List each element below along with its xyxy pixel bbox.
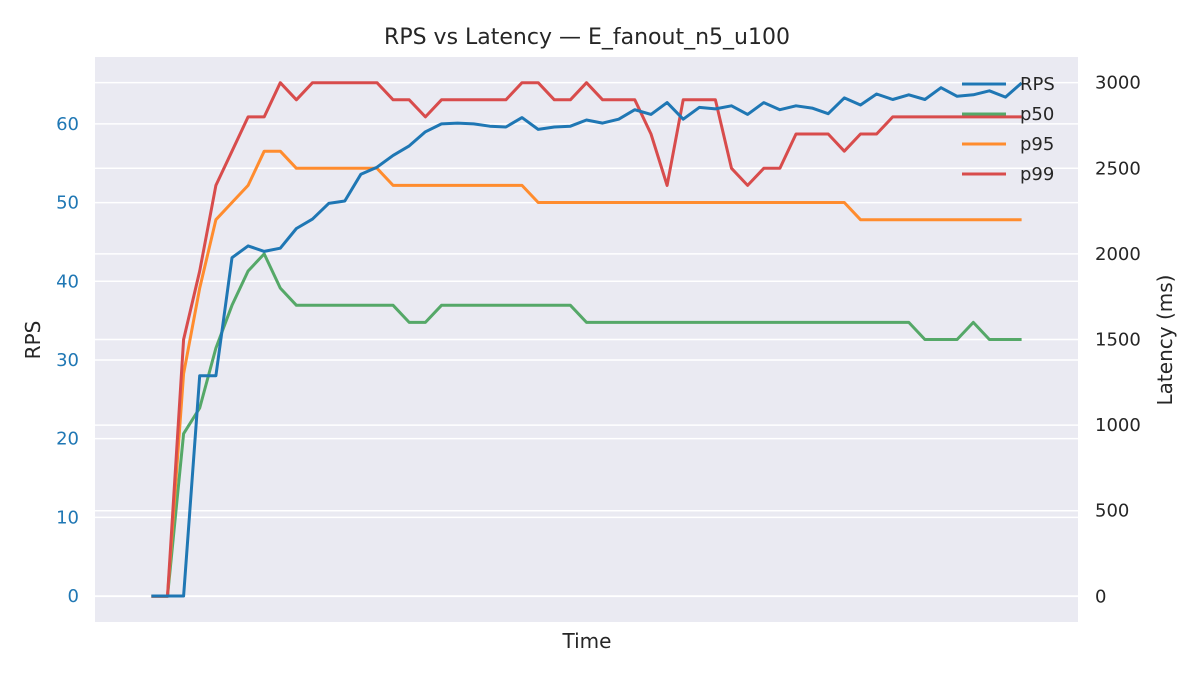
series-line-rps bbox=[151, 81, 1023, 598]
series-line-p95 bbox=[151, 149, 1022, 598]
series-line-p99 bbox=[151, 81, 1022, 598]
legend-label-p99: p99 bbox=[1020, 164, 1054, 185]
right-tick-label: 3000 bbox=[1095, 73, 1141, 94]
right-axis-label: Latency (ms) bbox=[1153, 275, 1177, 406]
legend-label-p95: p95 bbox=[1020, 134, 1054, 155]
right-tick-label: 0 bbox=[1095, 586, 1106, 607]
left-axis-label: RPS bbox=[21, 321, 45, 360]
series-lines bbox=[151, 81, 1023, 598]
series-line-p50 bbox=[151, 252, 1022, 598]
right-tick-label: 2000 bbox=[1095, 244, 1141, 265]
legend: RPS p50 p95 p99 bbox=[962, 74, 1055, 185]
left-tick-label: 0 bbox=[68, 586, 79, 607]
right-tick-label: 500 bbox=[1095, 501, 1129, 522]
x-axis-label: Time bbox=[562, 629, 612, 653]
right-axis-ticks: 0 500 1000 1500 2000 2500 3000 bbox=[1095, 73, 1141, 608]
left-tick-label: 50 bbox=[56, 193, 79, 214]
left-tick-label: 30 bbox=[56, 350, 79, 371]
left-tick-label: 60 bbox=[56, 114, 79, 135]
legend-label-p50: p50 bbox=[1020, 104, 1054, 125]
right-tick-label: 1000 bbox=[1095, 415, 1141, 436]
right-tick-label: 2500 bbox=[1095, 158, 1141, 179]
left-tick-label: 20 bbox=[56, 429, 79, 450]
left-tick-label: 10 bbox=[56, 507, 79, 528]
legend-label-rps: RPS bbox=[1020, 74, 1055, 95]
left-tick-label: 40 bbox=[56, 271, 79, 292]
left-axis-ticks: 0 10 20 30 40 50 60 bbox=[56, 114, 79, 607]
right-tick-label: 1500 bbox=[1095, 330, 1141, 351]
chart-title: RPS vs Latency — E_fanout_n5_u100 bbox=[384, 25, 790, 50]
